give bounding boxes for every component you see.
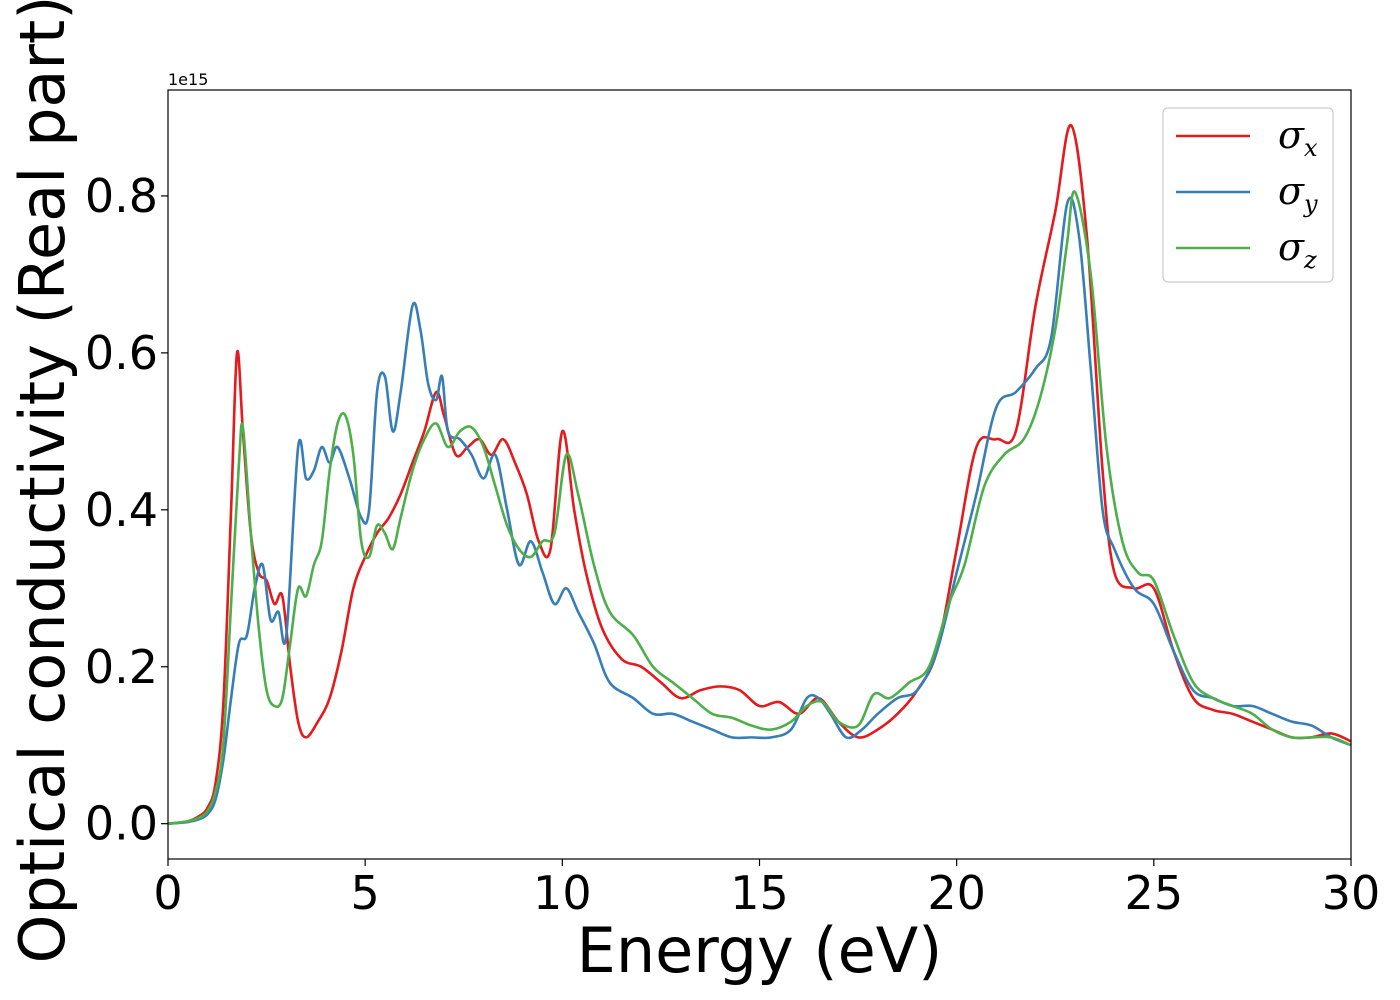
y-tick-label: 0.4 [85, 483, 158, 537]
series-line-z [168, 190, 1351, 825]
legend-label-y: σy [1278, 169, 1318, 218]
x-tick-label: 25 [1125, 866, 1184, 920]
plot-area [168, 123, 1351, 825]
legend-symbol: σ [1278, 169, 1305, 213]
y-tick-label: 0.8 [85, 169, 158, 223]
x-axis-label: Energy (eV) [577, 914, 943, 987]
legend-box [1162, 107, 1334, 283]
axes: 0 5 10 15 20 25 30 0.0 0.2 0.4 0.6 0.8 1e15 Energy (e… [6, 0, 1380, 987]
legend-label-z: σz [1278, 225, 1317, 274]
legend-label-x: σx [1278, 113, 1318, 162]
legend-symbol: σ [1278, 113, 1305, 157]
series-line-y [168, 196, 1351, 825]
x-tick-label: 0 [153, 866, 182, 920]
legend-subscript: x [1304, 134, 1318, 162]
y-tick-label: 0.2 [85, 640, 158, 694]
y-offset-label: 1e15 [168, 70, 208, 89]
y-axis-label: Optical conductivity (Real part) [6, 0, 79, 963]
x-tick-label: 10 [533, 866, 592, 920]
legend-subscript: z [1303, 246, 1317, 274]
x-tick-label: 5 [351, 866, 380, 920]
y-tick-label: 0.6 [85, 326, 158, 380]
x-tick-label: 30 [1322, 866, 1381, 920]
y-tick-label: 0.0 [85, 797, 158, 851]
series-line-x [168, 123, 1351, 825]
legend-symbol: σ [1278, 225, 1305, 269]
x-tick-label: 15 [730, 866, 789, 920]
legend-subscript: y [1303, 190, 1318, 218]
x-tick-label: 20 [927, 866, 986, 920]
